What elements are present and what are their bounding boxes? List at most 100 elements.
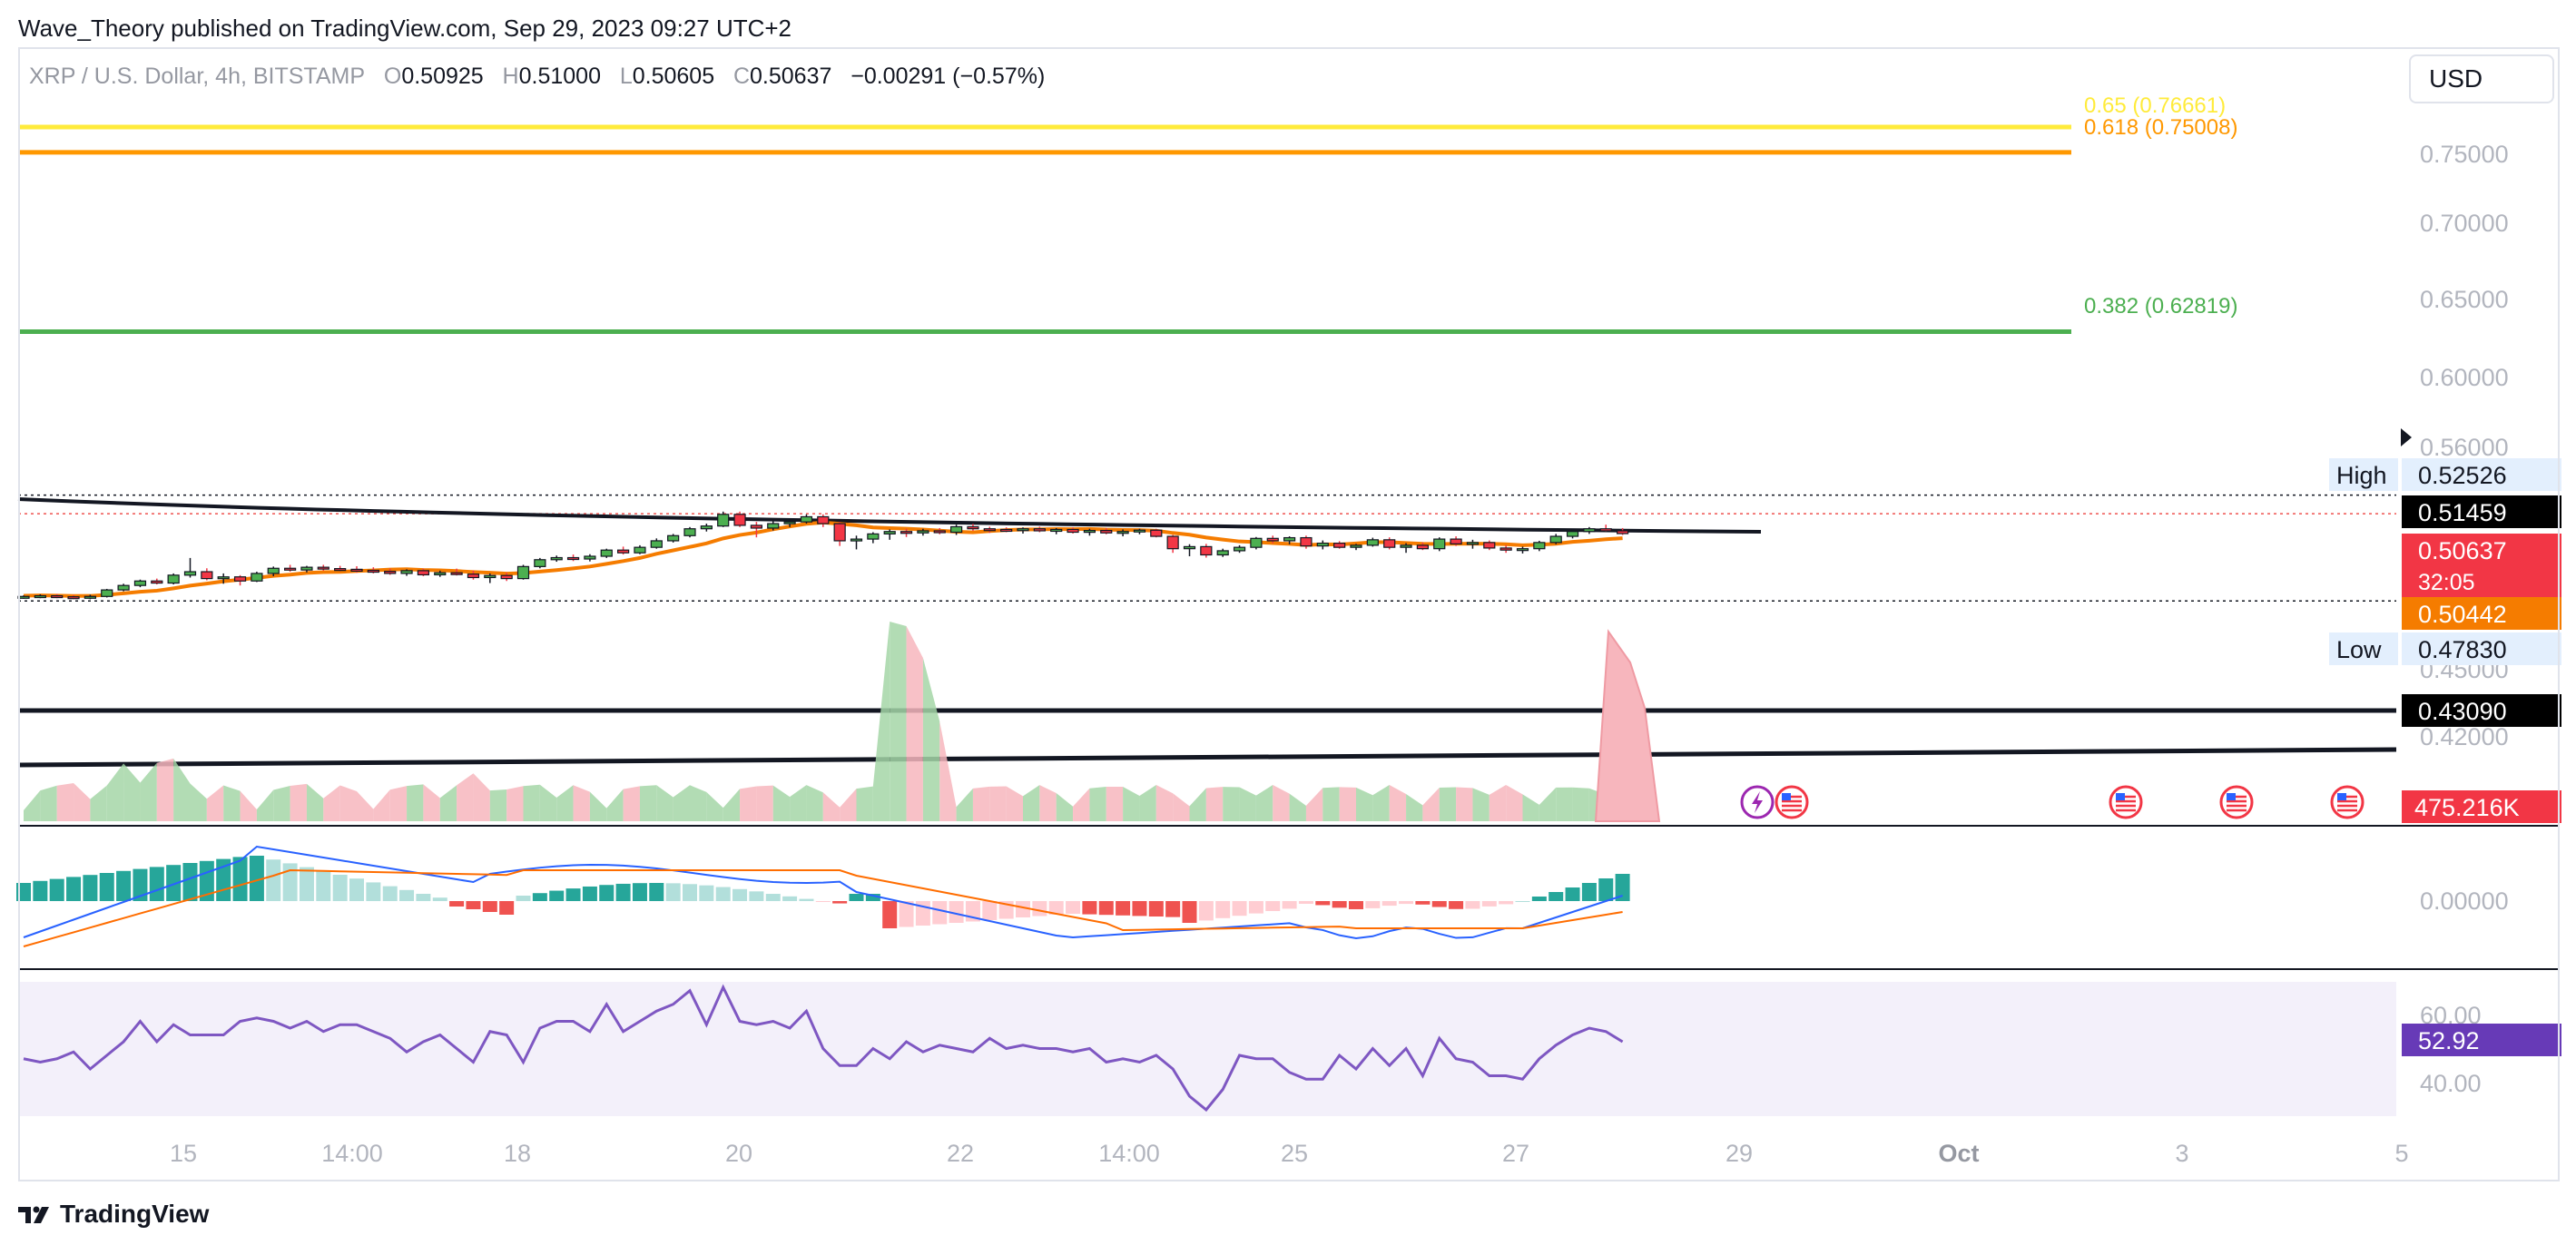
price-label-text: 0.51459 — [2418, 499, 2507, 526]
candle — [1216, 548, 1229, 557]
volume-area — [1372, 785, 1390, 821]
candle — [600, 548, 613, 558]
candle — [17, 595, 30, 599]
currency-button[interactable]: USD — [2409, 54, 2554, 103]
candle-body — [983, 528, 996, 532]
open-label: O — [383, 64, 402, 89]
candle-body — [700, 525, 713, 530]
time-axis-label: 18 — [504, 1140, 531, 1167]
volume-area — [24, 790, 41, 821]
candle-body — [367, 569, 379, 573]
candle — [700, 524, 713, 532]
macd-histogram-bar — [166, 865, 182, 901]
price-label-text: 0.52526 — [2418, 462, 2507, 489]
candle — [450, 568, 463, 576]
price-label-box — [2402, 534, 2561, 597]
macd-histogram-bar — [1549, 892, 1564, 901]
volume-area — [922, 658, 940, 821]
volume-area — [473, 773, 490, 821]
candle — [300, 565, 313, 573]
volume-area — [506, 786, 524, 821]
bolt-shape — [1752, 791, 1763, 813]
macd-histogram-bar — [599, 885, 615, 901]
candle-body — [783, 521, 796, 524]
fib-label: 0.65 (0.76661) — [2084, 93, 2226, 118]
volume-area — [1572, 787, 1589, 821]
candle — [800, 514, 813, 524]
macd-histogram-bar — [1415, 901, 1431, 905]
macd-histogram-bar — [565, 888, 581, 901]
candle-body — [201, 571, 213, 580]
macd-histogram-bar — [1565, 887, 1580, 901]
time-axis-label: 20 — [725, 1140, 752, 1167]
candle-body — [566, 556, 580, 561]
candle — [1166, 534, 1179, 554]
candle-body — [933, 530, 946, 534]
macd-histogram-bar — [1148, 901, 1164, 917]
candle — [67, 594, 80, 600]
candle-body — [183, 571, 197, 576]
candle — [101, 588, 113, 598]
candle-body — [151, 580, 163, 584]
macd-histogram-bar — [683, 884, 697, 901]
macd-line — [23, 845, 1623, 939]
macd-axis-label: 0.00000 — [2420, 887, 2509, 915]
candle-body — [1499, 547, 1512, 551]
candle-body — [317, 566, 329, 570]
volume-area — [1472, 788, 1490, 821]
volume-area — [1289, 793, 1306, 821]
candle — [817, 514, 830, 527]
us-flag-event-icon — [2330, 785, 2365, 819]
candle — [1067, 527, 1079, 534]
volume-area — [1173, 793, 1190, 821]
macd-histogram-bar — [1332, 901, 1347, 908]
candle-body — [417, 570, 429, 576]
volume-area — [190, 783, 207, 821]
candle-body — [434, 572, 447, 576]
macd-histogram-bar — [399, 889, 415, 901]
volume-area — [556, 785, 574, 821]
low-label: L — [619, 64, 633, 89]
price-tag-box — [2329, 458, 2398, 491]
macd-histogram-bar — [299, 867, 314, 901]
candle — [1616, 527, 1629, 535]
volume-area — [539, 784, 557, 821]
candle-body — [67, 596, 80, 600]
macd-histogram-bar — [1165, 901, 1181, 917]
volume-area — [223, 785, 241, 821]
volume-area — [1273, 785, 1290, 821]
macd-histogram-bar — [582, 886, 597, 901]
volume-area — [690, 785, 707, 821]
price-axis-label: 0.43090 — [2402, 694, 2561, 727]
tradingview-brand[interactable]: TradingView — [18, 1200, 209, 1229]
volume-area — [890, 622, 907, 821]
symbol-legend[interactable]: XRP / U.S. Dollar, 4h, BITSTAMP O0.50925… — [29, 64, 1045, 90]
macd-histogram-bar — [799, 898, 814, 901]
candle — [1300, 535, 1313, 549]
volume-area — [1489, 785, 1507, 821]
candle — [683, 526, 696, 538]
candle — [534, 557, 546, 569]
price-axis-label: 0.47830 Low — [2329, 632, 2561, 665]
candle — [1033, 526, 1046, 533]
candle — [1583, 526, 1596, 534]
volume-spike — [1594, 629, 1661, 822]
candle-body — [534, 559, 546, 567]
candle — [133, 579, 147, 588]
change-value: −0.00291 (−0.57%) — [850, 64, 1046, 89]
volume-area — [1522, 794, 1539, 821]
candle-body — [717, 514, 730, 527]
macd-histogram-bar — [982, 901, 998, 920]
candle-body — [1200, 545, 1213, 556]
fib-label: 0.618 (0.75008) — [2084, 115, 2237, 140]
volume-area — [389, 786, 408, 821]
candle — [667, 534, 680, 543]
earnings-bolt-icon — [1740, 785, 1775, 819]
candle-body — [484, 574, 497, 579]
price-label-box — [2402, 632, 2561, 665]
macd-histogram-bar — [782, 896, 798, 901]
brand-name: TradingView — [60, 1200, 210, 1228]
candle — [783, 519, 796, 527]
macd-histogram-bar — [449, 901, 465, 907]
